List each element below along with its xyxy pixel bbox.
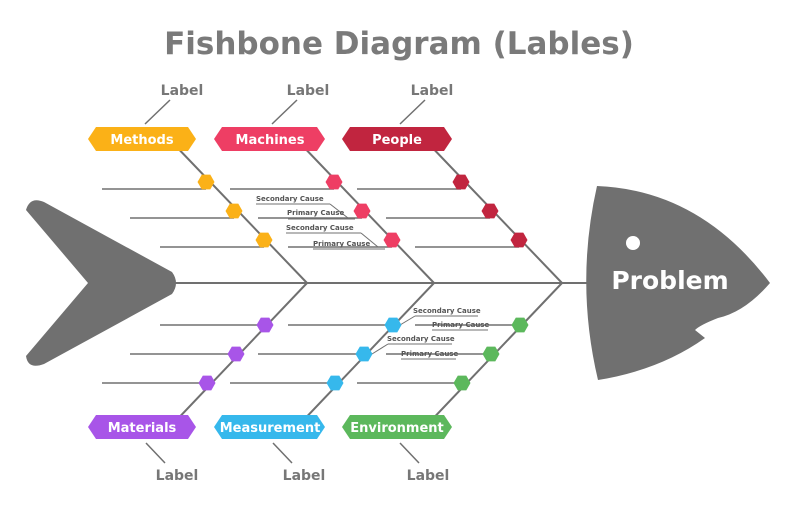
label-people-top: Label (411, 83, 454, 99)
label-machines-top: Label (287, 83, 330, 99)
fish-eye (626, 236, 640, 250)
methods-cause-node (197, 174, 215, 190)
category-materials: Materials (88, 415, 196, 439)
materials-cause-lines (102, 324, 265, 384)
svg-text:Methods: Methods (110, 133, 173, 148)
people-cause-node (452, 174, 470, 190)
label-measurement-bottom: Label (283, 468, 326, 484)
measurement-cause-lines (230, 324, 393, 384)
environment-secondary-cause-2: Secondary Cause (387, 335, 455, 343)
label-materials-bottom: Label (156, 468, 199, 484)
people-cause-lines (357, 188, 519, 248)
fish-tail (26, 200, 176, 366)
machines-cause-node (383, 232, 401, 248)
people-cause-node (481, 203, 499, 219)
machines-secondary-cause-2: Secondary Cause (286, 224, 354, 232)
svg-text:Machines: Machines (236, 133, 305, 148)
diagram-title: Fishbone Diagram (Lables) (164, 26, 634, 62)
people-cause-node (510, 232, 528, 248)
environment-cause-lines (357, 324, 520, 384)
svg-text:Environment: Environment (350, 421, 444, 436)
materials-cause-node (198, 375, 216, 391)
category-environment: Environment (342, 415, 452, 439)
machines-subcause-lines (256, 203, 385, 250)
label-methods-top: Label (161, 83, 204, 99)
svg-text:People: People (372, 133, 422, 148)
methods-cause-lines (102, 188, 264, 248)
materials-cause-node (227, 346, 245, 362)
label-leaders (144, 99, 426, 464)
measurement-cause-node (355, 346, 373, 362)
machines-cause-lines (230, 188, 392, 248)
machines-cause-node (353, 203, 371, 219)
category-measurement: Measurement (214, 415, 325, 439)
environment-cause-node (511, 317, 529, 333)
svg-text:Measurement: Measurement (220, 421, 321, 436)
materials-cause-node (256, 317, 274, 333)
environment-primary-cause-2: Primary Cause (401, 350, 458, 358)
category-machines: Machines (214, 127, 325, 151)
machines-cause-node (325, 174, 343, 190)
environment-secondary-cause-1: Secondary Cause (413, 307, 481, 315)
cause-nodes (197, 174, 529, 391)
environment-cause-node (482, 346, 500, 362)
machines-primary-cause-2: Primary Cause (313, 240, 370, 248)
measurement-cause-node (384, 317, 402, 333)
machines-primary-cause-1: Primary Cause (287, 209, 344, 217)
environment-cause-node (453, 375, 471, 391)
label-environment-bottom: Label (407, 468, 450, 484)
measurement-cause-node (326, 375, 344, 391)
problem-label: Problem (611, 266, 728, 295)
machines-secondary-cause-1: Secondary Cause (256, 195, 324, 203)
environment-subcause-lines (371, 315, 488, 360)
fish-head (586, 186, 770, 380)
category-methods: Methods (88, 127, 196, 151)
environment-primary-cause-1: Primary Cause (432, 321, 489, 329)
svg-text:Materials: Materials (108, 421, 177, 436)
methods-cause-node (225, 203, 243, 219)
methods-cause-node (255, 232, 273, 248)
category-people: People (342, 127, 452, 151)
